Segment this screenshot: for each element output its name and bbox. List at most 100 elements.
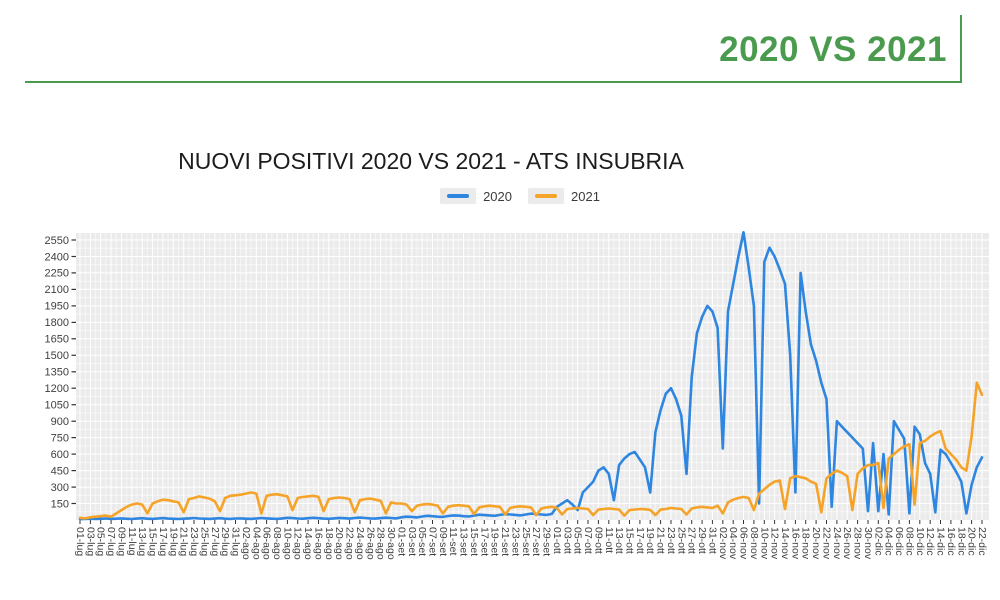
legend-item-2021: 2021 (528, 188, 600, 204)
svg-text:1050: 1050 (45, 400, 69, 412)
svg-text:12-dic: 12-dic (924, 527, 936, 556)
svg-text:2100: 2100 (45, 284, 69, 296)
svg-text:16-nov: 16-nov (789, 527, 801, 560)
svg-text:05-ott: 05-ott (572, 527, 584, 554)
svg-text:06-dic: 06-dic (893, 527, 905, 556)
svg-text:14-nov: 14-nov (779, 527, 791, 560)
svg-text:07-set: 07-set (427, 527, 439, 556)
svg-text:22-nov: 22-nov (821, 527, 833, 560)
y-axis-labels: 150 300 450 600 750 900 1050 1200 1350 1500 1650 18… (45, 235, 76, 510)
svg-text:1650: 1650 (45, 334, 69, 346)
svg-text:11-lug: 11-lug (126, 527, 138, 556)
svg-text:02-nov: 02-nov (717, 527, 729, 560)
svg-text:14-ago: 14-ago (302, 527, 314, 560)
header-title: 2020 VS 2021 (719, 30, 947, 69)
svg-text:24-nov: 24-nov (831, 527, 843, 560)
svg-text:05-lug: 05-lug (95, 527, 107, 556)
legend-swatch-2021 (528, 188, 564, 204)
svg-text:27-ott: 27-ott (686, 527, 698, 554)
svg-text:1950: 1950 (45, 301, 69, 313)
svg-text:22-ago: 22-ago (344, 527, 356, 560)
svg-text:11-ott: 11-ott (603, 527, 615, 553)
svg-text:150: 150 (51, 498, 69, 510)
legend-label-2021: 2021 (571, 188, 600, 204)
grid-major (76, 233, 989, 520)
svg-text:05-set: 05-set (416, 527, 428, 556)
svg-text:15-lug: 15-lug (147, 527, 159, 556)
svg-text:21-ott: 21-ott (655, 527, 667, 554)
svg-text:02-ago: 02-ago (240, 527, 252, 560)
legend-line-icon-2020 (447, 193, 470, 199)
legend-item-2020: 2020 (440, 188, 512, 204)
svg-text:750: 750 (51, 432, 69, 444)
svg-text:600: 600 (51, 449, 69, 461)
svg-text:25-ott: 25-ott (675, 527, 687, 554)
series-line-2021 (78, 381, 984, 520)
svg-text:17-lug: 17-lug (157, 527, 169, 556)
svg-text:1500: 1500 (45, 350, 69, 362)
svg-text:13-set: 13-set (458, 527, 470, 556)
svg-text:09-ott: 09-ott (592, 527, 604, 554)
svg-text:03-ott: 03-ott (561, 527, 573, 554)
svg-text:12-nov: 12-nov (769, 527, 781, 560)
svg-text:25-set: 25-set (520, 527, 532, 556)
header-rule: 2020 VS 2021 (25, 15, 962, 83)
svg-text:1200: 1200 (45, 383, 69, 395)
svg-text:20-dic: 20-dic (966, 527, 978, 556)
svg-text:1800: 1800 (45, 317, 69, 329)
svg-text:18-ago: 18-ago (323, 527, 335, 560)
svg-text:15-ott: 15-ott (624, 527, 636, 554)
svg-text:29-set: 29-set (541, 527, 553, 556)
svg-text:11-set: 11-set (447, 527, 459, 555)
svg-text:08-ago: 08-ago (271, 527, 283, 560)
legend-line-icon-2021 (535, 193, 557, 199)
svg-text:08-nov: 08-nov (748, 527, 760, 560)
svg-text:17-ott: 17-ott (634, 527, 646, 554)
svg-text:22-dic: 22-dic (976, 527, 988, 556)
svg-text:10-nov: 10-nov (758, 527, 770, 560)
svg-text:2250: 2250 (45, 268, 69, 280)
svg-text:16-dic: 16-dic (945, 527, 957, 556)
svg-text:18-dic: 18-dic (955, 527, 967, 556)
svg-text:300: 300 (51, 482, 69, 494)
svg-text:13-lug: 13-lug (136, 527, 148, 556)
svg-text:31-ott: 31-ott (706, 527, 718, 554)
svg-text:07-ott: 07-ott (582, 527, 594, 554)
svg-text:04-nov: 04-nov (727, 527, 739, 560)
svg-text:19-lug: 19-lug (167, 527, 179, 556)
svg-text:26-nov: 26-nov (841, 527, 853, 560)
svg-text:24-ago: 24-ago (354, 527, 366, 560)
svg-text:23-set: 23-set (509, 527, 521, 556)
svg-text:30-ago: 30-ago (385, 527, 397, 560)
svg-text:31-lug: 31-lug (230, 527, 242, 556)
svg-text:04-dic: 04-dic (883, 527, 895, 556)
svg-text:23-lug: 23-lug (188, 527, 200, 556)
chart-title: NUOVI POSITIVI 2020 VS 2021 - ATS INSUBR… (178, 148, 684, 174)
svg-text:03-lug: 03-lug (84, 527, 96, 556)
svg-text:06-ago: 06-ago (261, 527, 273, 560)
svg-text:07-lug: 07-lug (105, 527, 117, 556)
svg-text:21-lug: 21-lug (178, 527, 190, 556)
svg-text:27-lug: 27-lug (209, 527, 221, 556)
svg-text:01-lug: 01-lug (74, 527, 86, 556)
svg-text:10-dic: 10-dic (914, 527, 926, 556)
svg-text:27-set: 27-set (530, 527, 542, 556)
x-axis-labels: 01-lug03-lug05-lug07-lug09-lug11-lug13-l… (74, 520, 988, 560)
svg-text:18-nov: 18-nov (800, 527, 812, 560)
svg-text:09-set: 09-set (437, 527, 449, 556)
svg-text:2550: 2550 (45, 235, 69, 247)
svg-text:29-lug: 29-lug (219, 527, 231, 556)
svg-text:02-dic: 02-dic (872, 527, 884, 556)
svg-text:12-ago: 12-ago (292, 527, 304, 560)
svg-text:04-ago: 04-ago (250, 527, 262, 560)
svg-text:2400: 2400 (45, 251, 69, 263)
chart-legend: 2020 2021 (40, 188, 1000, 204)
svg-text:26-ago: 26-ago (364, 527, 376, 560)
svg-text:08-dic: 08-dic (903, 527, 915, 556)
svg-text:25-lug: 25-lug (198, 527, 210, 556)
svg-text:13-ott: 13-ott (613, 527, 625, 554)
legend-swatch-2020 (440, 188, 477, 204)
svg-text:01-set: 01-set (395, 527, 407, 556)
